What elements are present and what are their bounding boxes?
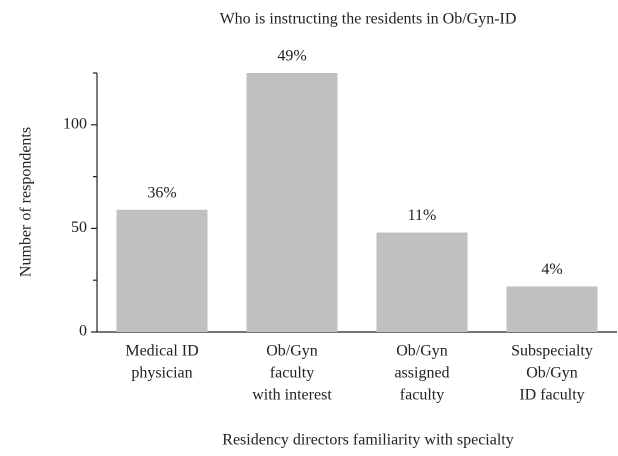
y-tick-label: 100 (63, 115, 87, 132)
x-tick-label: ID faculty (519, 387, 584, 404)
y-axis-label: Number of respondents (18, 127, 35, 277)
x-axis-label: Residency directors familiarity with spe… (222, 432, 513, 449)
x-tick-label: faculty (400, 387, 444, 404)
bar-annotation: 11% (408, 207, 437, 224)
bar-annotation: 36% (147, 184, 176, 201)
x-tick-label: Subspecialty (511, 343, 593, 360)
bar-annotation: 49% (277, 48, 306, 65)
x-tick-label: Medical ID (125, 343, 198, 360)
bar (506, 286, 598, 332)
x-tick-label: assigned (394, 365, 449, 382)
bar-annotation: 4% (541, 261, 562, 278)
y-tick-label: 50 (71, 219, 87, 236)
x-tick-label: Ob/Gyn (396, 343, 448, 360)
bar (376, 232, 468, 332)
x-tick-label: physician (131, 365, 192, 382)
x-tick-label: with interest (252, 387, 332, 404)
bar (246, 73, 338, 332)
chart-title: Who is instructing the residents in Ob/G… (220, 11, 517, 28)
x-tick-label: faculty (270, 365, 314, 382)
x-tick-label: Ob/Gyn (266, 343, 318, 360)
bar (116, 209, 208, 332)
x-tick-label: Ob/Gyn (526, 365, 578, 382)
y-tick-label: 0 (79, 323, 87, 340)
